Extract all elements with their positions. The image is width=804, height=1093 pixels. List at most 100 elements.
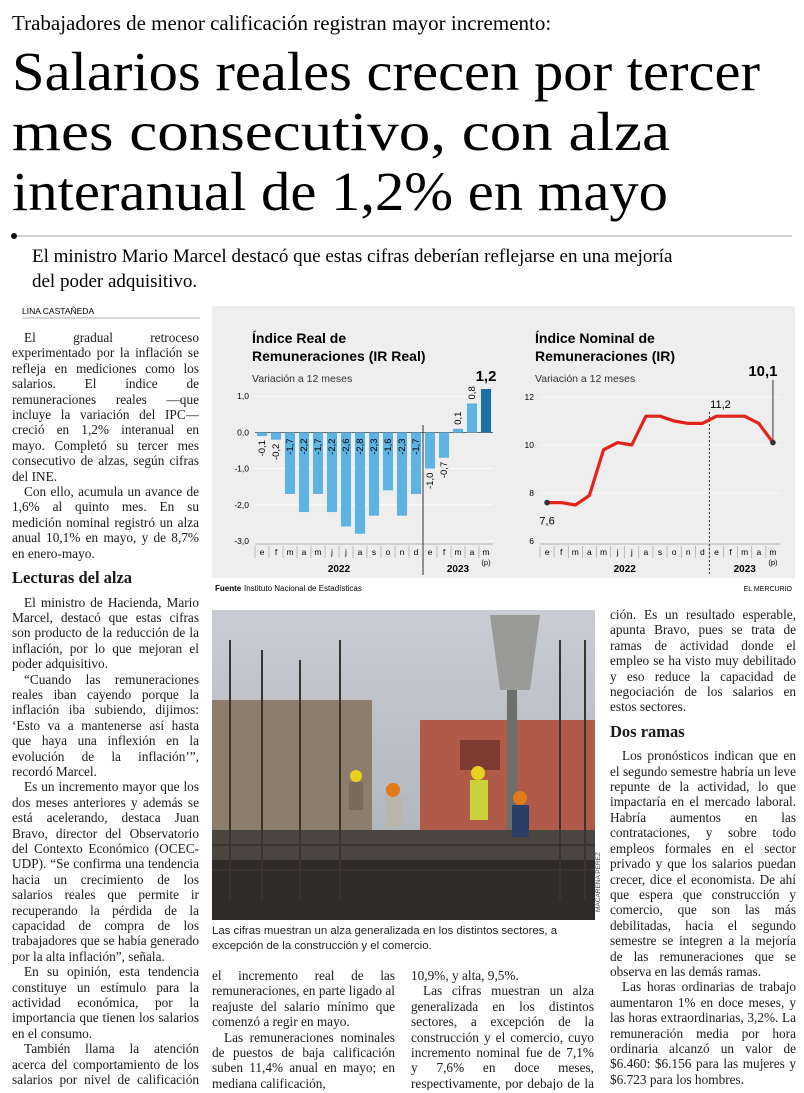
paragraph: Las remuneraciones nominales de puestos …: [212, 1029, 395, 1090]
x-tick-label: m: [482, 547, 489, 557]
x-tick-label: e: [260, 547, 265, 557]
x-group-label: 2022: [614, 564, 637, 575]
x-tick-label: a: [587, 547, 592, 557]
chart: Índice Real de Remuneraciones (IR Real) Va…: [234, 330, 496, 575]
x-tick-label: e: [714, 547, 719, 557]
chart-title: Índice Nominal de: [535, 330, 655, 346]
bar: [270, 432, 282, 440]
headline: Salarios reales crecen por tercer: [12, 41, 760, 102]
x-tick-label: n: [400, 547, 405, 557]
x-tick-label: m: [286, 547, 293, 557]
x-tick-label: d: [700, 547, 705, 557]
headline: mes consecutivo, con alza: [12, 101, 670, 162]
paragraph: Las horas ordinarias de trabajo aumentar…: [610, 979, 796, 1087]
x-tick-label: j: [630, 547, 633, 557]
bar: [256, 432, 268, 437]
y-tick-label: -1,0: [234, 464, 249, 474]
paragraph: “Cuando las remuneraciones reales iban c…: [12, 671, 199, 779]
x-tick-label: s: [372, 547, 376, 557]
column: ción. Es un resultado esperable, apunta …: [610, 607, 796, 1090]
paragraph: También llama la atención acerca del com…: [12, 1041, 199, 1090]
chart-panel: [212, 306, 795, 578]
value-label: 7,6: [539, 516, 554, 528]
x-tick-label: f: [729, 547, 732, 557]
value-label: -1,0: [425, 473, 436, 489]
paragraph: Los pronósticos indican que en el segund…: [610, 748, 796, 979]
source-text: Instituto Nacional de Estadísticas: [244, 584, 362, 593]
column: 10,9%, y alta, 9,5%. Las cifras muestran …: [411, 968, 594, 1090]
bar: [298, 432, 310, 513]
x-tick-label: o: [672, 547, 677, 557]
byline: LINA CASTAÑEDA: [22, 306, 94, 316]
column: el incremento real de las remuneraciones…: [212, 968, 395, 1090]
x-tick-label: m: [572, 547, 579, 557]
chart-title: Remuneraciones (IR Real): [252, 348, 426, 364]
value-label: -2,2: [299, 438, 310, 454]
y-tick-label: 12: [525, 392, 535, 402]
x-note: (p): [768, 558, 778, 567]
paragraph: El gradual retroceso experimentado por l…: [12, 330, 199, 484]
bar: [466, 403, 478, 433]
bar: [382, 432, 394, 491]
photo-caption: Las cifras muestran un alza generalizada…: [212, 925, 558, 952]
subhead: Dos ramas: [610, 721, 685, 741]
x-tick-label: m: [454, 547, 461, 557]
paragraph: ción. Es un resultado esperable, apunta …: [610, 607, 796, 715]
y-tick-label: 1,0: [237, 391, 249, 401]
paragraph: En su opinión, esta tendencia constituye…: [12, 964, 199, 1041]
bar: [424, 432, 436, 469]
value-label: -0,2: [271, 444, 282, 460]
point: [544, 499, 550, 506]
subhead: Lecturas del alza: [12, 568, 133, 588]
bar: [340, 432, 352, 527]
bar: [452, 428, 464, 433]
x-tick-label: f: [275, 547, 278, 557]
point: [770, 439, 776, 446]
y-tick-label: 10: [525, 440, 535, 450]
y-tick-label: 8: [529, 488, 534, 498]
x-note: (p): [481, 558, 491, 567]
chart: Índice Nominal de Remuneraciones (IR) Vari…: [525, 330, 780, 575]
x-tick-label: j: [616, 547, 619, 557]
value-label: -0,7: [439, 462, 450, 478]
value-label: -0,1: [257, 440, 268, 456]
bar: [368, 432, 380, 516]
x-group-label: 2023: [447, 564, 470, 575]
value-label: -2,2: [327, 438, 338, 454]
value-label: 0,1: [453, 412, 464, 425]
x-tick-label: f: [443, 547, 446, 557]
x-tick-label: n: [686, 547, 691, 557]
value-label: -2,3: [369, 438, 380, 454]
value-label: -1,7: [411, 438, 422, 454]
paragraph: el incremento real de las remuneraciones…: [212, 968, 395, 1030]
y-tick-label: -2,0: [234, 500, 249, 510]
x-tick-label: d: [414, 547, 419, 557]
x-tick-label: f: [560, 547, 563, 557]
deck: del poder adquisitivo.: [32, 271, 197, 292]
x-tick-label: e: [428, 547, 433, 557]
bar: [410, 432, 422, 494]
value-label: -1,7: [285, 438, 296, 454]
x-group-label: 2022: [328, 564, 351, 575]
x-tick-label: m: [741, 547, 748, 557]
x-tick-label: a: [756, 547, 761, 557]
bar: [480, 389, 492, 433]
x-tick-label: a: [302, 547, 307, 557]
value-label: -2,6: [341, 438, 352, 454]
value-label: -1,6: [383, 438, 394, 454]
deck: El ministro Mario Marcel destacó que est…: [32, 246, 673, 267]
x-tick-label: a: [644, 547, 649, 557]
chart-title: Remuneraciones (IR): [535, 348, 675, 364]
y-tick-label: -3,0: [234, 536, 249, 546]
value-label: -2,3: [397, 438, 408, 454]
x-group-label: 2023: [734, 564, 757, 575]
value-label: 11,2: [710, 399, 731, 411]
kicker: Trabajadores de menor calificación regis…: [12, 11, 551, 35]
paragraph: Las cifras muestran un alza generalizada…: [411, 983, 594, 1090]
bar: [396, 432, 408, 516]
x-tick-label: m: [769, 547, 776, 557]
photo: [212, 610, 595, 920]
x-tick-label: m: [314, 547, 321, 557]
bar: [312, 432, 324, 494]
